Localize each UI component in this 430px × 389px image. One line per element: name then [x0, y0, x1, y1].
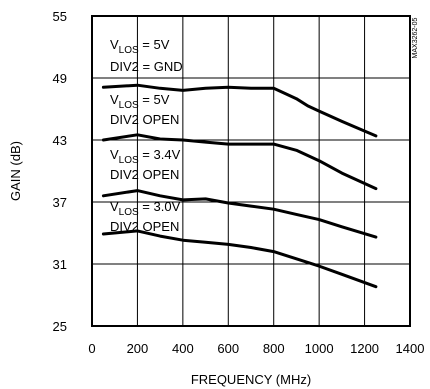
x-tick-label: 0 [88, 341, 95, 356]
x-tick-label: 400 [172, 341, 194, 356]
annotation-line-1: VLOS = 3.0V [110, 199, 181, 218]
annotation-line-1: VLOS = 3.4V [110, 147, 181, 166]
y-axis-title: GAIN (dB) [8, 141, 23, 201]
annotation-line-2: DIV2 OPEN [110, 112, 179, 127]
y-tick-label: 43 [53, 133, 67, 148]
x-tick-label: 1400 [396, 341, 425, 356]
series-line-3 [101, 189, 378, 239]
y-tick-label: 25 [53, 319, 67, 334]
series-line-4 [101, 229, 378, 289]
annotation-line-2: DIV2 OPEN [110, 219, 179, 234]
x-tick-label: 1000 [305, 341, 334, 356]
annotation-line-1: VLOS = 5V [110, 37, 170, 56]
annotation-line-2: DIV2 OPEN [110, 167, 179, 182]
y-tick-label: 55 [53, 9, 67, 24]
x-tick-label: 1200 [350, 341, 379, 356]
y-tick-label: 49 [53, 71, 67, 86]
x-tick-label: 600 [217, 341, 239, 356]
series-line-2 [101, 133, 378, 191]
annotation-line-2: DIV2 = GND [110, 59, 183, 74]
x-tick-label: 200 [127, 341, 149, 356]
series-layer [101, 83, 378, 289]
figure-code: MAX3262-05 [412, 17, 419, 58]
y-tick-labels: 25 31 37 43 49 55 [53, 9, 67, 334]
y-tick-label: 31 [53, 257, 67, 272]
curve-annotation: VLOS = 5V DIV2 = GND [110, 37, 183, 74]
x-tick-labels: 0 200 400 600 800 1000 1200 1400 [88, 341, 424, 356]
x-tick-label: 800 [263, 341, 285, 356]
plot-frame [91, 15, 411, 327]
x-axis-title: FREQUENCY (MHz) [191, 372, 311, 387]
series-line-1 [101, 83, 378, 138]
grid-lines [92, 16, 410, 326]
y-tick-label: 37 [53, 195, 67, 210]
annotation-line-1: VLOS = 5V [110, 92, 170, 111]
